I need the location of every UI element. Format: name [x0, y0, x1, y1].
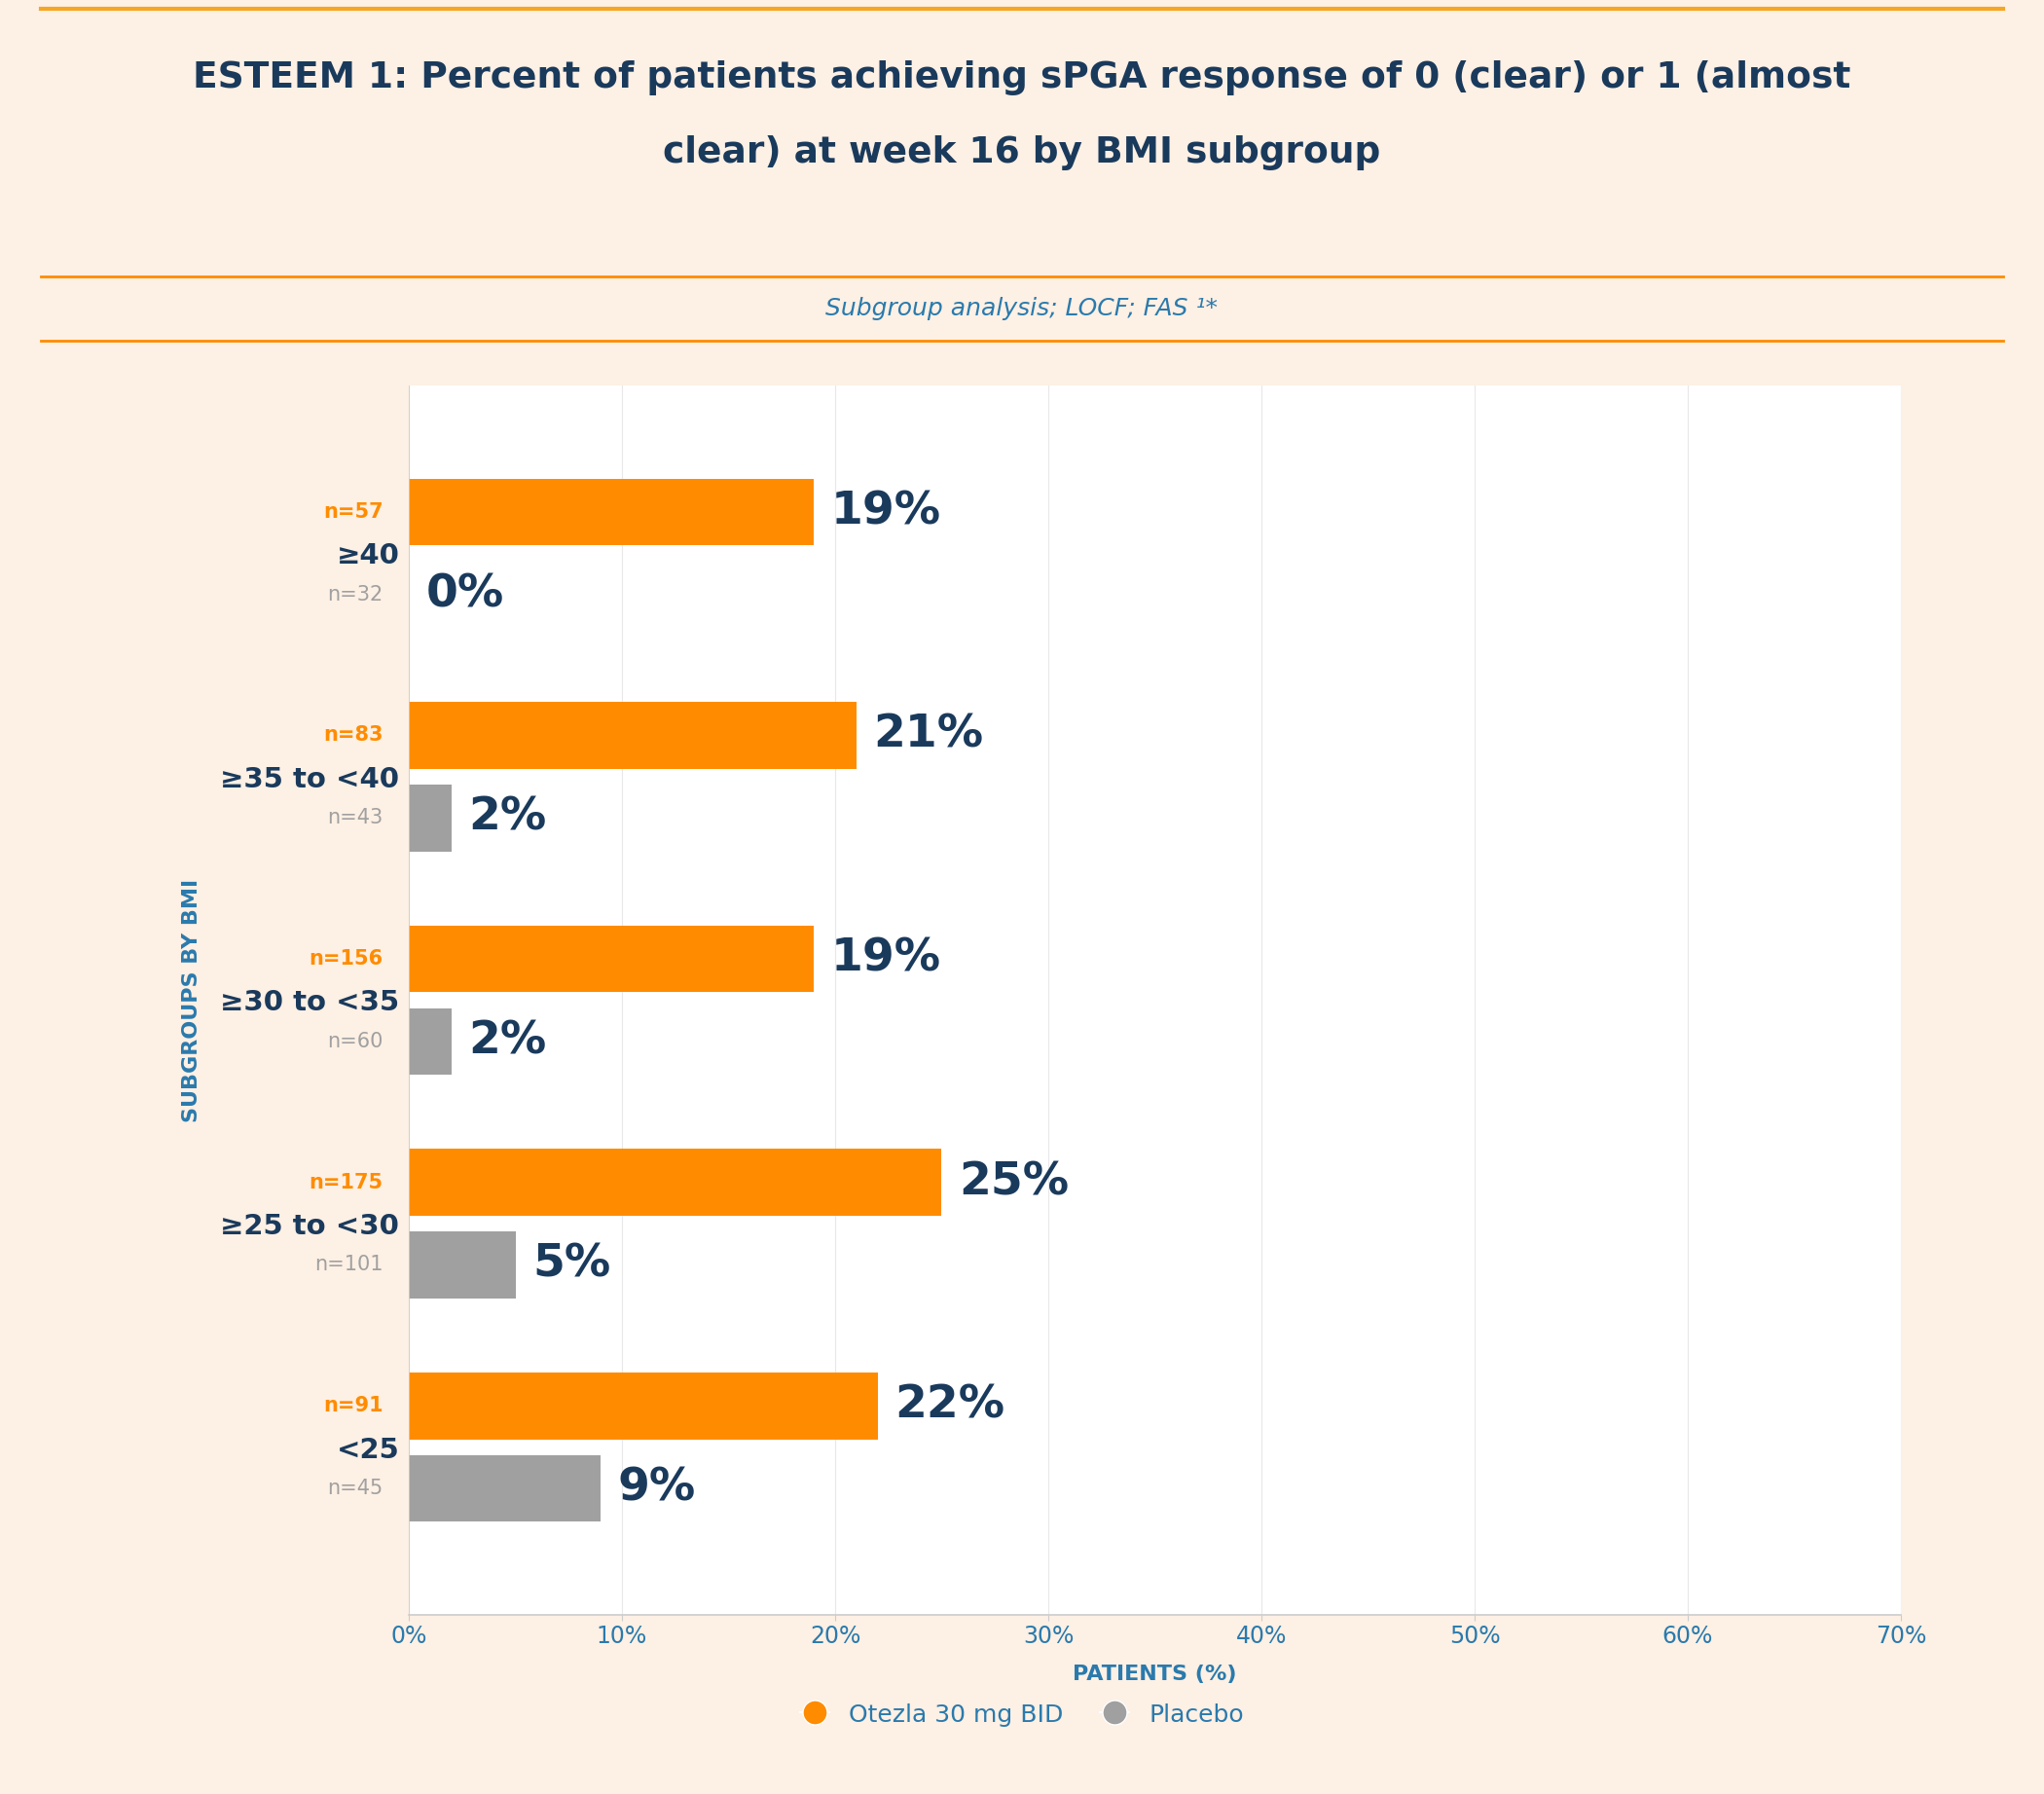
Bar: [409, 701, 856, 770]
Text: n=45: n=45: [327, 1478, 382, 1498]
X-axis label: PATIENTS (%): PATIENTS (%): [1073, 1665, 1237, 1685]
Text: n=175: n=175: [309, 1173, 382, 1191]
Text: 2%: 2%: [468, 1019, 546, 1064]
Text: n=32: n=32: [327, 585, 382, 605]
Text: 25%: 25%: [959, 1161, 1069, 1204]
Text: 22%: 22%: [895, 1383, 1006, 1428]
Text: 9%: 9%: [617, 1466, 695, 1511]
Text: 19%: 19%: [830, 490, 940, 535]
Bar: [409, 479, 814, 545]
Bar: [409, 1372, 877, 1439]
Text: 2%: 2%: [468, 797, 546, 840]
Bar: [409, 1231, 515, 1299]
Text: ESTEEM 1: Percent of patients achieving sPGA response of 0 (clear) or 1 (almost: ESTEEM 1: Percent of patients achieving …: [192, 61, 1852, 95]
Text: n=91: n=91: [323, 1396, 382, 1415]
Bar: [409, 784, 452, 852]
Text: 0%: 0%: [425, 572, 505, 617]
Text: 5%: 5%: [531, 1243, 611, 1286]
Text: n=101: n=101: [315, 1256, 382, 1276]
Bar: [409, 1008, 452, 1075]
Y-axis label: SUBGROUPS BY BMI: SUBGROUPS BY BMI: [182, 879, 200, 1121]
Text: n=156: n=156: [309, 949, 382, 969]
Text: 19%: 19%: [830, 936, 940, 981]
Bar: [409, 926, 814, 992]
Bar: [409, 1148, 942, 1216]
Text: 21%: 21%: [873, 714, 983, 757]
Legend: Otezla 30 mg BID, Placebo: Otezla 30 mg BID, Placebo: [791, 1692, 1253, 1737]
Text: n=57: n=57: [323, 502, 382, 522]
Text: n=83: n=83: [323, 725, 382, 745]
Bar: [409, 1455, 601, 1521]
Text: n=60: n=60: [327, 1032, 382, 1051]
Text: n=43: n=43: [327, 809, 382, 827]
Text: Subgroup analysis; LOCF; FAS ¹*: Subgroup analysis; LOCF; FAS ¹*: [826, 296, 1218, 321]
Text: clear) at week 16 by BMI subgroup: clear) at week 16 by BMI subgroup: [662, 135, 1382, 170]
